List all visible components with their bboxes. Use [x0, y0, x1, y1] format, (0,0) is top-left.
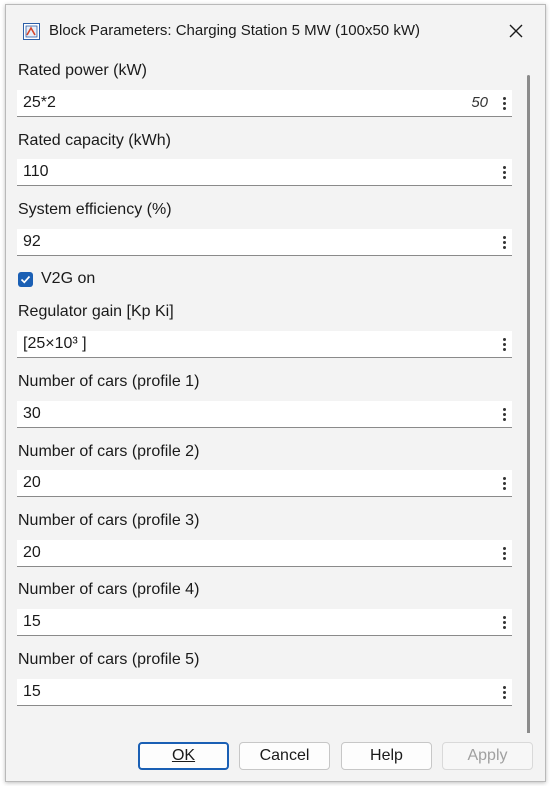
cars-profile-4-value: 15: [23, 613, 41, 630]
regulator-gain-value: [25×10³ ]: [23, 335, 87, 352]
parameters-panel: Rated power (kW) 25*2 50 Rated capacity …: [6, 53, 545, 733]
block-parameters-dialog: Block Parameters: Charging Station 5 MW …: [5, 4, 546, 782]
cars-profile-1-field[interactable]: 30: [17, 401, 496, 428]
v2g-checkbox-row[interactable]: V2G on: [18, 270, 95, 288]
window-title: Block Parameters: Charging Station 5 MW …: [49, 22, 420, 39]
system-efficiency-label: System efficiency (%): [18, 201, 172, 218]
rated-capacity-value: 110: [23, 163, 49, 180]
cancel-button[interactable]: Cancel: [239, 742, 330, 770]
cars-profile-5-label: Number of cars (profile 5): [18, 651, 200, 668]
rated-capacity-label: Rated capacity (kWh): [18, 132, 171, 149]
cars-profile-4-field[interactable]: 15: [17, 609, 496, 636]
cars-profile-3-menu-button[interactable]: [496, 540, 512, 567]
rated-power-menu-button[interactable]: [496, 90, 512, 117]
cars-profile-3-value: 20: [23, 544, 41, 561]
close-button[interactable]: [504, 19, 528, 43]
system-efficiency-field[interactable]: 92: [17, 229, 496, 256]
system-efficiency-value: 92: [23, 233, 41, 250]
apply-button-label: Apply: [467, 747, 508, 764]
regulator-gain-field[interactable]: [25×10³ ]: [17, 331, 496, 358]
cars-profile-5-menu-button[interactable]: [496, 679, 512, 706]
system-efficiency-menu-button[interactable]: [496, 229, 512, 256]
rated-capacity-menu-button[interactable]: [496, 159, 512, 186]
cars-profile-5-field[interactable]: 15: [17, 679, 496, 706]
cars-profile-1-value: 30: [23, 405, 41, 422]
cars-profile-2-label: Number of cars (profile 2): [18, 443, 200, 460]
ok-button[interactable]: OK: [138, 742, 229, 770]
cars-profile-1-label: Number of cars (profile 1): [18, 373, 200, 390]
cancel-button-label: Cancel: [259, 747, 310, 764]
v2g-checkbox[interactable]: [18, 271, 33, 287]
scrollbar-thumb[interactable]: [527, 75, 530, 735]
title-bar[interactable]: Block Parameters: Charging Station 5 MW …: [6, 5, 545, 53]
close-icon: [509, 24, 523, 38]
help-button-label: Help: [370, 747, 403, 764]
cars-profile-1-menu-button[interactable]: [496, 401, 512, 428]
cars-profile-4-menu-button[interactable]: [496, 609, 512, 636]
rated-power-label: Rated power (kW): [18, 62, 147, 79]
apply-button: Apply: [442, 742, 533, 770]
vertical-scrollbar[interactable]: [526, 75, 532, 735]
cars-profile-4-label: Number of cars (profile 4): [18, 581, 200, 598]
rated-power-value: 25*2: [23, 94, 56, 111]
ok-button-label: OK: [171, 747, 196, 764]
button-bar: OK Cancel Help Apply: [6, 733, 545, 781]
cars-profile-2-value: 20: [23, 474, 41, 491]
cars-profile-5-value: 15: [23, 683, 41, 700]
regulator-gain-menu-button[interactable]: [496, 331, 512, 358]
rated-capacity-field[interactable]: 110: [17, 159, 496, 186]
help-button[interactable]: Help: [341, 742, 432, 770]
cars-profile-2-field[interactable]: 20: [17, 470, 496, 497]
rated-power-field[interactable]: 25*2 50: [17, 90, 496, 117]
simulink-block-icon: [23, 23, 40, 40]
cars-profile-2-menu-button[interactable]: [496, 470, 512, 497]
rated-power-evaluated: 50: [471, 94, 488, 111]
v2g-label: V2G on: [41, 270, 96, 287]
regulator-gain-label: Regulator gain [Kp Ki]: [18, 303, 174, 320]
cars-profile-3-label: Number of cars (profile 3): [18, 512, 200, 529]
cars-profile-3-field[interactable]: 20: [17, 540, 496, 567]
checkmark-icon: [20, 275, 31, 284]
